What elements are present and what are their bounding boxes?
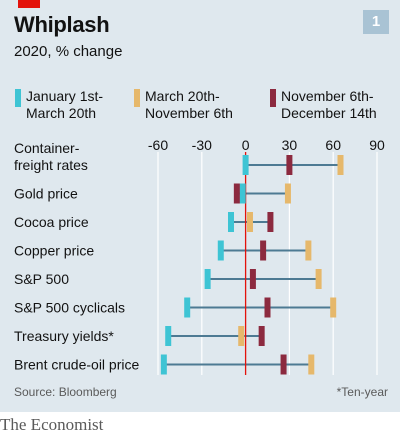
row-label: S&P 500 xyxy=(14,271,69,287)
marker-series-2 xyxy=(315,269,322,289)
marker-series-2 xyxy=(330,297,337,318)
marker-series-2 xyxy=(337,155,344,175)
chart-title: Whiplash xyxy=(14,12,110,37)
marker-series-1 xyxy=(160,354,167,375)
publisher-brand: The Economist xyxy=(0,415,104,434)
row-label: Treasury yields* xyxy=(14,328,114,344)
marker-series-3 xyxy=(260,240,267,261)
x-tick-label: -60 xyxy=(148,137,168,153)
chart-number-badge: 1 xyxy=(363,10,389,34)
row-label: Gold price xyxy=(14,186,78,202)
marker-series-3 xyxy=(267,212,274,232)
legend-swatch-1 xyxy=(15,89,21,107)
chart-subtitle: 2020, % change xyxy=(14,43,123,60)
marker-series-1 xyxy=(239,183,246,204)
x-tick-label: 90 xyxy=(369,137,385,153)
row-label: Brent crude-oil price xyxy=(14,357,139,373)
marker-series-2 xyxy=(284,183,291,204)
marker-series-3 xyxy=(280,354,287,375)
marker-series-2 xyxy=(238,326,245,346)
legend-label-3: November 6th- December 14th xyxy=(281,88,377,121)
row-label: Container-freight rates xyxy=(14,140,88,173)
legend-label-1: January 1st- March 20th xyxy=(26,88,104,121)
legend-label-2: March 20th- November 6th xyxy=(145,88,233,121)
marker-series-1 xyxy=(242,155,249,175)
marker-series-1 xyxy=(184,297,191,318)
marker-series-1 xyxy=(204,269,211,289)
marker-series-2 xyxy=(308,354,315,375)
marker-series-1 xyxy=(217,240,224,261)
marker-series-3 xyxy=(249,269,256,289)
marker-series-3 xyxy=(233,183,240,204)
legend-swatch-3 xyxy=(270,89,276,107)
marker-series-2 xyxy=(246,212,253,232)
x-tick-label: 0 xyxy=(242,137,250,153)
marker-series-1 xyxy=(228,212,234,232)
row-label: Cocoa price xyxy=(14,214,89,230)
dot-range-chart: -60 -30 0 30 60 90 Container-freight rates Gold… xyxy=(14,137,385,375)
footnote: *Ten-year xyxy=(336,385,388,399)
x-tick-label: 30 xyxy=(282,137,298,153)
marker-series-3 xyxy=(258,326,265,346)
x-tick-label: 60 xyxy=(325,137,341,153)
economist-red-tag xyxy=(18,0,40,8)
marker-series-3 xyxy=(286,155,293,175)
marker-series-3 xyxy=(264,297,271,318)
source-note: Source: Bloomberg xyxy=(14,385,117,399)
marker-series-1 xyxy=(165,326,172,346)
marker-series-2 xyxy=(305,240,312,261)
legend-swatch-2 xyxy=(134,89,140,107)
x-tick-label: -30 xyxy=(192,137,212,153)
row-label: Copper price xyxy=(14,243,94,259)
row-label: S&P 500 cyclicals xyxy=(14,300,125,316)
